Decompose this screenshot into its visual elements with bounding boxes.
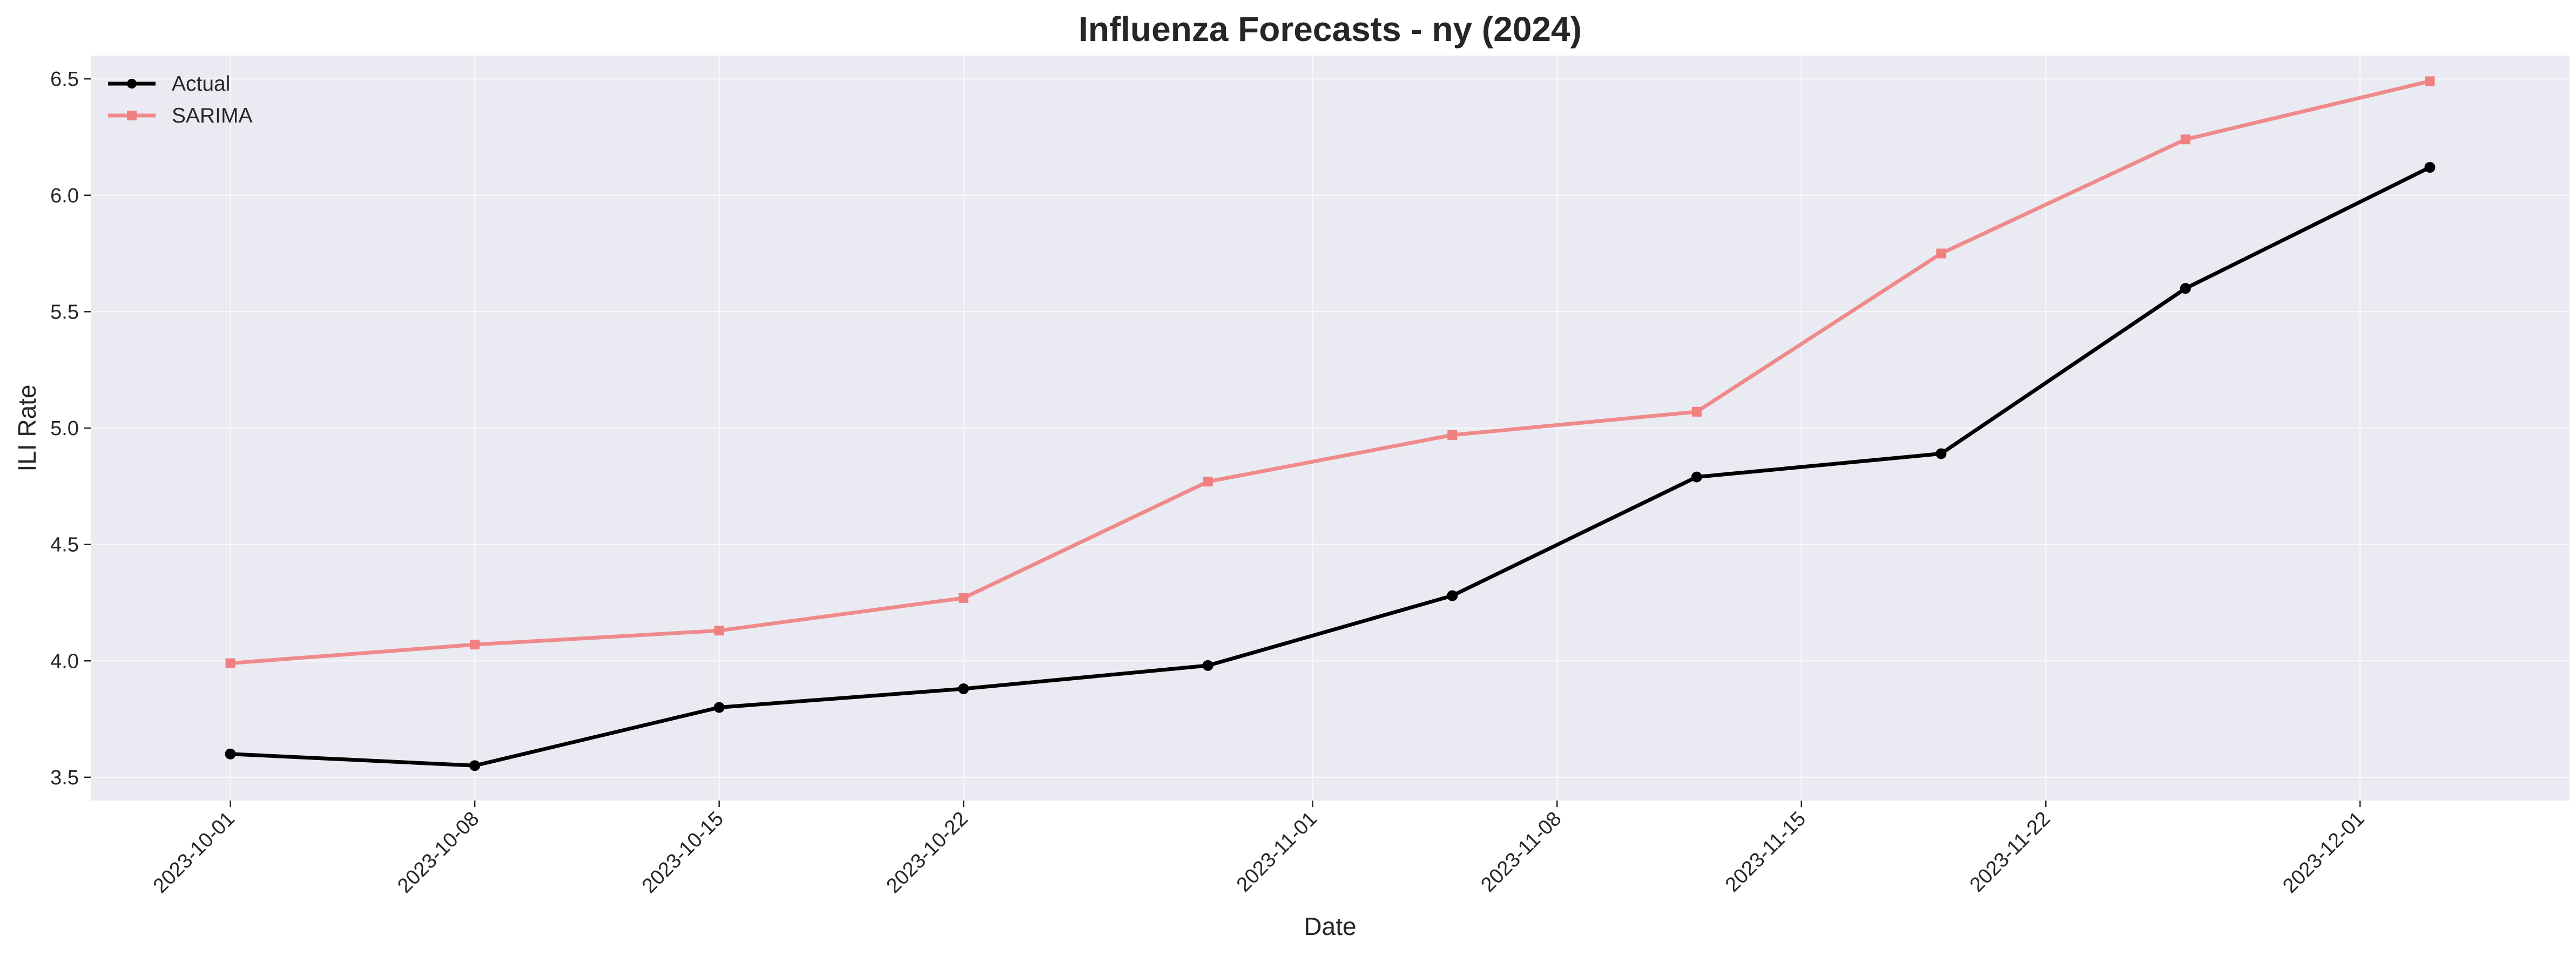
legend-label-sarima: SARIMA xyxy=(172,104,253,127)
y-tick-label: 6.0 xyxy=(50,185,79,207)
data-point-sarima xyxy=(959,593,969,603)
y-tick-label: 3.5 xyxy=(50,767,79,789)
data-point-sarima xyxy=(2425,76,2435,86)
y-tick-label: 5.0 xyxy=(50,417,79,440)
data-point-actual xyxy=(2180,283,2191,294)
data-point-actual xyxy=(713,702,725,713)
data-point-sarima xyxy=(714,626,724,636)
y-tick-label: 5.5 xyxy=(50,301,79,323)
y-tick-label: 6.5 xyxy=(50,68,79,91)
data-point-actual xyxy=(469,760,481,771)
legend-swatch-actual-marker xyxy=(127,79,137,89)
series-line-sarima xyxy=(228,79,2432,666)
y-tick-label: 4.5 xyxy=(50,534,79,557)
legend-swatch-sarima-marker xyxy=(127,111,137,120)
data-point-sarima xyxy=(1691,406,1702,417)
data-point-sarima xyxy=(470,640,480,650)
data-point-sarima xyxy=(225,658,235,668)
data-point-actual xyxy=(1447,590,1458,601)
y-axis-label: ILI Rate xyxy=(13,384,41,471)
data-point-actual xyxy=(958,683,969,694)
chart-title: Influenza Forecasts - ny (2024) xyxy=(1078,10,1582,49)
legend: Actual SARIMA xyxy=(108,72,253,127)
series-sarima xyxy=(225,76,2435,668)
grid-lines xyxy=(91,56,2570,801)
data-point-actual xyxy=(1936,448,1947,459)
data-point-actual xyxy=(225,748,236,760)
data-point-sarima xyxy=(2180,134,2190,145)
data-point-actual xyxy=(1691,471,1702,483)
series-actual xyxy=(225,162,2436,771)
data-point-sarima xyxy=(1203,477,1213,487)
legend-label-actual: Actual xyxy=(172,72,230,96)
series-line-actual xyxy=(228,165,2432,768)
series-layer xyxy=(225,76,2436,771)
data-point-sarima xyxy=(1936,248,1946,259)
x-axis-label: Date xyxy=(1304,912,1356,940)
data-point-sarima xyxy=(1447,430,1458,440)
data-point-actual xyxy=(2424,162,2436,173)
y-axis-ticks: 3.5 4.0 4.5 5.0 5.5 6.0 6.5 xyxy=(50,68,91,789)
y-tick-label: 4.0 xyxy=(50,650,79,673)
data-point-actual xyxy=(1202,660,1213,671)
